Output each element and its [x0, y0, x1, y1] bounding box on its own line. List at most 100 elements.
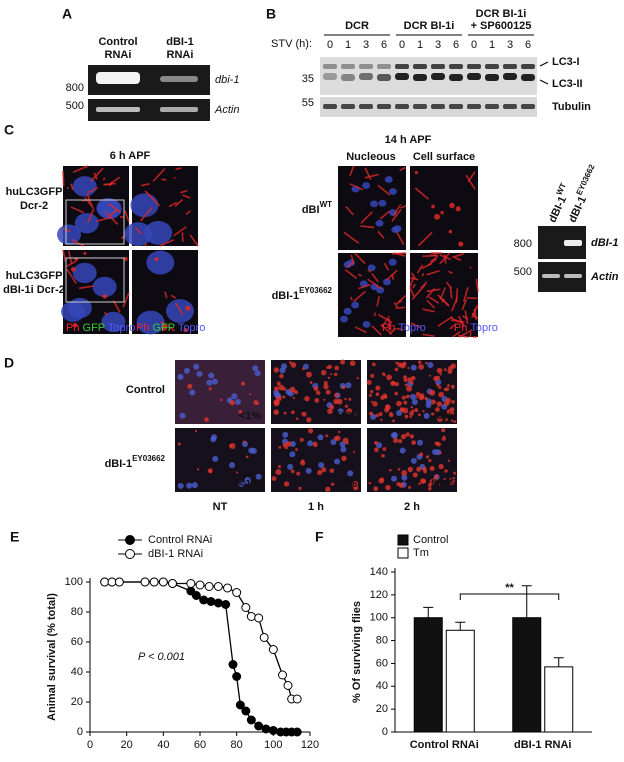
- blot-band: [341, 74, 355, 81]
- stain: [410, 272, 417, 279]
- nucleus: [388, 258, 397, 266]
- column-label: Cell surface: [413, 151, 475, 163]
- data-point: [204, 582, 214, 591]
- column-label: 2 h: [404, 501, 420, 513]
- y-tick-label: 100: [65, 576, 83, 588]
- stain: [354, 252, 366, 265]
- nucleus: [427, 362, 434, 369]
- blot-band: [377, 64, 391, 69]
- marker-label: 55: [302, 97, 314, 109]
- stain: [325, 434, 329, 438]
- stain: [441, 436, 446, 441]
- y-tick-label: 80: [376, 634, 388, 646]
- stain: [429, 390, 433, 394]
- stain: [421, 273, 425, 277]
- stain: [381, 315, 391, 328]
- stain: [438, 451, 442, 455]
- stain: [306, 371, 313, 378]
- stain: [419, 452, 424, 457]
- nucleus: [196, 370, 203, 377]
- data-point: [246, 715, 256, 725]
- marker-label: 800: [66, 82, 84, 94]
- stain: [443, 477, 446, 481]
- stain: [401, 395, 406, 400]
- stain: [385, 269, 398, 281]
- data-point: [292, 694, 302, 704]
- puncta: [185, 305, 191, 311]
- blot-band: [485, 104, 499, 109]
- stain: [229, 400, 235, 406]
- marker-label: 35: [302, 73, 314, 85]
- stain: [453, 471, 457, 475]
- nucleus: [212, 455, 219, 462]
- percentage: 50%: [335, 410, 357, 422]
- nucleus: [61, 301, 86, 322]
- blot-band: [467, 64, 481, 69]
- legend-label: Tm: [413, 547, 429, 559]
- stain: [349, 360, 356, 367]
- timepoint: 0: [399, 39, 405, 51]
- stain: [419, 393, 425, 398]
- stain: [420, 281, 428, 289]
- stain: [397, 467, 401, 471]
- nucleus: [101, 311, 126, 333]
- nucleus: [334, 458, 341, 465]
- stain: [381, 453, 385, 458]
- stain: [433, 252, 437, 255]
- stain: [323, 383, 329, 390]
- data-point: [107, 577, 117, 587]
- y-tick-label: 40: [376, 680, 388, 692]
- stain: [289, 386, 296, 393]
- lane-label: dBI-1EY03662: [563, 163, 603, 225]
- stain: [298, 486, 302, 491]
- stain: [78, 285, 94, 290]
- nucleus: [179, 412, 186, 419]
- timepoint: 1: [345, 39, 351, 51]
- nucleus: [399, 447, 406, 454]
- blot-band: [341, 104, 355, 109]
- y-tick-label: 40: [71, 666, 83, 678]
- stain: [425, 455, 430, 459]
- data-point: [158, 577, 168, 587]
- stain: [375, 392, 380, 397]
- stain: [402, 407, 409, 414]
- stain: [273, 367, 280, 373]
- nucleus: [144, 220, 173, 245]
- stain: [208, 387, 212, 391]
- stain: [337, 430, 341, 434]
- stain: [107, 202, 122, 214]
- stain: [168, 201, 178, 208]
- y-tick-label: 0: [77, 726, 83, 738]
- stain: [357, 283, 371, 290]
- data-point: [232, 672, 242, 681]
- bar: [544, 666, 574, 733]
- stain: [71, 239, 85, 247]
- data-point: [186, 579, 196, 588]
- stain: [164, 291, 168, 299]
- data-point: [191, 591, 201, 600]
- puncta: [440, 210, 444, 215]
- stain: [283, 411, 287, 415]
- stain: [345, 205, 354, 216]
- stain: [66, 268, 77, 284]
- stain: [72, 165, 89, 173]
- x-tick-label: 100: [264, 739, 282, 751]
- stain: [204, 417, 209, 422]
- stain: [411, 440, 417, 446]
- gene-label: Actin: [214, 104, 239, 116]
- stain: [336, 398, 343, 405]
- stain: [334, 392, 339, 398]
- panel-label: A: [62, 6, 72, 22]
- nucleus: [279, 367, 286, 374]
- y-tick-label: 20: [71, 696, 83, 708]
- stain: [364, 173, 379, 179]
- stain: [449, 407, 455, 413]
- blot-band: [449, 64, 463, 69]
- stain: [448, 270, 453, 275]
- stain: [403, 400, 408, 405]
- stain: [428, 296, 440, 304]
- inset-box: [65, 199, 125, 245]
- stain: [416, 466, 422, 472]
- stain: [367, 269, 372, 273]
- stain: [454, 256, 462, 262]
